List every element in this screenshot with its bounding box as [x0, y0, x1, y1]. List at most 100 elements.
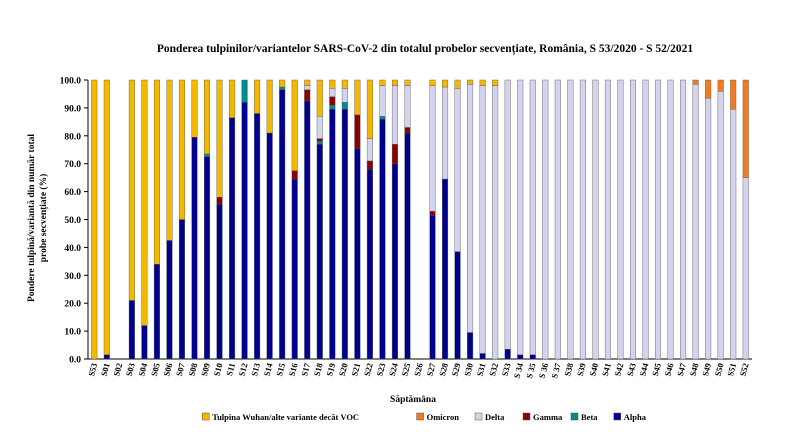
bar-segment-tulpina [442, 79, 449, 88]
x-tick-label-group: S45 [650, 362, 663, 377]
bar-segment-gamma [329, 96, 336, 106]
x-tick-label: S14 [262, 361, 275, 377]
x-tick-label-group: S06 [161, 362, 174, 377]
legend-swatch [416, 412, 424, 421]
bar-segment-delta [316, 116, 323, 139]
x-tick-label: S15 [274, 362, 287, 377]
x-tick-label-group: S08 [186, 362, 199, 377]
bar-segment-tulpina [166, 79, 173, 241]
y-tick-label: 80.0 [64, 132, 81, 142]
x-tick-label: S28 [437, 362, 450, 377]
x-tick-label: S46 [662, 362, 675, 377]
x-tick-label: S48 [687, 362, 700, 377]
x-tick-label-group: S28 [437, 362, 450, 377]
bar-segment-delta [655, 79, 662, 360]
x-tick-label-group: S13 [249, 362, 262, 377]
bar-segment-tulpina [153, 79, 160, 265]
x-tick-label-group: S48 [687, 362, 700, 377]
y-axis-label-line2: probe secvențiate (%) [38, 174, 49, 262]
bar-segment-delta [454, 88, 461, 252]
x-tick-label-group: S43 [625, 362, 638, 377]
x-tick-label-group: S30 [462, 362, 475, 377]
legend-label: Beta [581, 412, 598, 422]
bar-segment-tulpina [141, 79, 148, 326]
bar-segment-delta [504, 79, 511, 350]
x-tick-label-group: S52 [738, 362, 751, 377]
x-tick-label: S49 [700, 362, 713, 377]
bar-segment-beta [204, 153, 211, 157]
y-tick-label: 30.0 [64, 272, 81, 282]
x-tick-label: S53 [86, 362, 99, 377]
bar-segment-gamma [429, 210, 436, 216]
x-tick-label-group: S02 [111, 362, 124, 377]
bar-segment-tulpina [479, 79, 486, 86]
x-tick-label: S23 [374, 362, 387, 377]
bar-segment-tulpina [178, 79, 185, 220]
x-tick-label-group: S53 [86, 362, 99, 377]
x-tick-label-group: S 34 [512, 361, 526, 379]
bar-segment-alpha [166, 240, 173, 360]
x-tick-label-group: S01 [99, 362, 112, 377]
bar-segment-delta [366, 138, 373, 162]
bar-segment-tulpina [128, 79, 135, 301]
bar-segment-alpha [229, 117, 236, 360]
x-tick-label-group: S27 [424, 361, 437, 377]
x-tick-label-group: S38 [562, 362, 575, 377]
x-tick-label-group: S31 [474, 362, 487, 377]
x-tick-label: S02 [111, 362, 124, 377]
x-tick-label-group: S32 [487, 362, 500, 377]
bar-segment-alpha [254, 113, 261, 360]
x-tick-label: S42 [612, 362, 625, 377]
x-tick-label: S20 [337, 362, 350, 377]
legend-label: Tulpina Wuhan/alte variante decât VOC [212, 412, 359, 422]
bar-segment-delta [705, 97, 712, 360]
x-tick-label: S26 [412, 362, 425, 377]
x-tick-label: S39 [575, 362, 588, 377]
x-tick-label: S11 [224, 362, 237, 377]
bar-segment-delta [404, 85, 411, 128]
bar-segment-alpha [266, 132, 273, 360]
x-tick-label-group: S19 [324, 362, 337, 377]
bar-segment-alpha [204, 156, 211, 360]
bar-segment-delta [479, 85, 486, 354]
bar-segment-delta [642, 79, 649, 360]
bar-segment-alpha [391, 163, 398, 360]
x-tick-label-group: S26 [412, 362, 425, 377]
bar-segment-delta [567, 79, 574, 360]
bar-segment-beta [241, 79, 248, 103]
x-tick-label: S43 [625, 362, 638, 377]
x-tick-label: S08 [186, 362, 199, 377]
x-tick-label: S47 [675, 361, 688, 377]
bar-segment-alpha [216, 203, 223, 360]
x-tick-label-group: S17 [299, 361, 312, 377]
bar-segment-omicron [742, 79, 749, 178]
legend-label: Delta [485, 412, 505, 422]
x-tick-label: S27 [424, 361, 437, 377]
x-tick-label-group: S42 [612, 362, 625, 377]
x-tick-label: S31 [474, 362, 487, 377]
bar-segment-tulpina [341, 79, 348, 89]
x-tick-label-group: S44 [637, 361, 650, 377]
legend-label: Omicron [427, 412, 460, 422]
x-tick-label: S17 [299, 361, 312, 377]
bar-segment-gamma [304, 89, 311, 102]
y-tick-label: 90.0 [64, 104, 81, 114]
bar-segment-delta [379, 85, 386, 117]
x-tick-label: S51 [725, 362, 738, 377]
x-tick-label: S24 [387, 361, 400, 377]
x-tick-label: S50 [713, 362, 726, 377]
x-tick-label: S21 [349, 362, 362, 377]
bar-segment-delta [329, 88, 336, 97]
x-tick-label-group: S09 [199, 362, 212, 377]
x-tick-label: S44 [637, 361, 650, 377]
bar-segment-delta [717, 90, 724, 360]
bar-segment-delta [517, 79, 524, 356]
x-tick-label-group: S10 [211, 362, 224, 377]
x-tick-label-group: S40 [587, 362, 600, 377]
bar-segment-tulpina [467, 79, 474, 85]
y-axis-label-line1: Pondere tulpină/variantă din număr total [27, 134, 37, 302]
x-tick-label-group: S18 [312, 362, 325, 377]
x-tick-label-group: S24 [387, 361, 400, 377]
bar-segment-alpha [467, 332, 474, 360]
x-tick-label-group: S51 [725, 362, 738, 377]
